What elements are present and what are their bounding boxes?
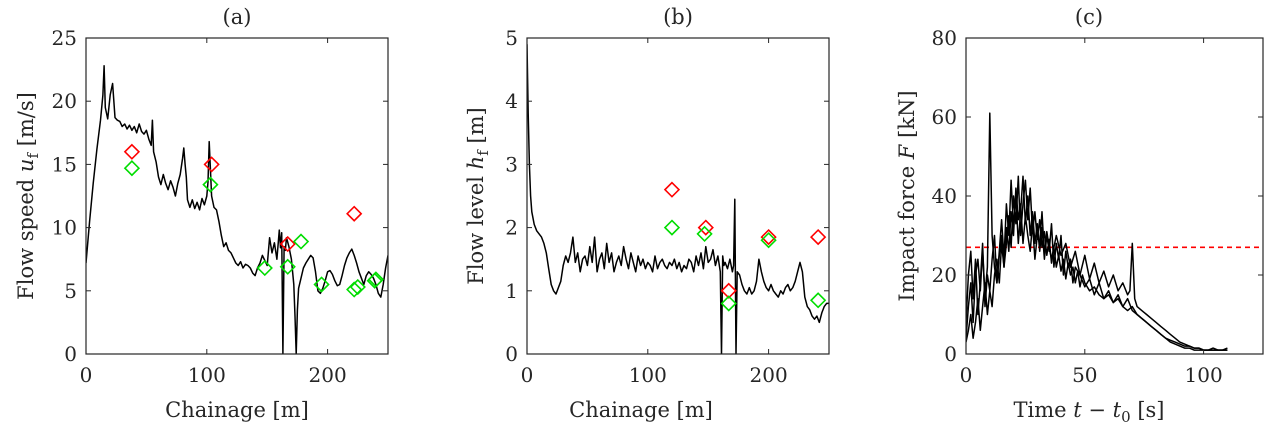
x-tick-label: 100 <box>629 363 667 387</box>
diamond-marker <box>292 233 310 250</box>
panel-title: (a) <box>223 5 252 29</box>
y-tick-label: 2 <box>505 216 518 240</box>
y-axis-label-main: Impact force <box>895 159 919 301</box>
y-axis-label-unit: [m/s] <box>14 92 38 153</box>
series-line <box>966 187 1228 351</box>
y-tick-label: 20 <box>52 89 77 113</box>
y-tick-label: 20 <box>932 263 957 287</box>
x-tick-label: 100 <box>1185 363 1223 387</box>
y-axis-label-symbol: h <box>464 156 488 170</box>
x-axis-label-main: Time <box>1014 398 1074 422</box>
diamond-marker <box>697 219 714 236</box>
y-tick-label: 80 <box>932 26 957 50</box>
diamond-marker <box>123 143 141 160</box>
y-axis-label-unit: [kN] <box>895 90 919 144</box>
panel-title: (b) <box>663 5 693 29</box>
panel-a: (a) 0 100 200 0 5 10 15 20 25 Chainage [m] Flow … <box>14 5 389 422</box>
y-axis-label-subscript: f <box>474 149 492 156</box>
y-tick-label: 0 <box>944 342 957 366</box>
y-axis-label-main: Flow level <box>464 169 488 284</box>
x-tick-label: 0 <box>80 363 93 387</box>
y-tick-label: 40 <box>932 184 957 208</box>
y-axis-label-symbol: u <box>14 159 38 173</box>
y-axis-label-unit: [m] <box>464 107 488 150</box>
diamond-marker <box>123 160 141 177</box>
y-tick-label: 3 <box>505 152 518 176</box>
x-axis-label: Time t − t0 [s] <box>1014 398 1165 426</box>
y-axis-label-subscript: f <box>24 152 42 159</box>
diamond-marker <box>809 228 827 246</box>
x-axis-label-operator: − <box>1082 398 1113 422</box>
y-axis-label: Flow level hf [m] <box>464 107 492 285</box>
diamond-marker <box>279 258 296 275</box>
series-group <box>966 112 1228 351</box>
diamond-marker <box>663 219 681 236</box>
y-tick-label: 60 <box>932 105 957 129</box>
y-tick-label: 15 <box>52 152 77 176</box>
diamond-marker <box>346 281 363 298</box>
diamond-marker <box>696 225 713 243</box>
diamond-marker <box>760 228 777 246</box>
x-tick-label: 200 <box>309 363 347 387</box>
diamond-marker <box>202 176 219 193</box>
series-line <box>86 65 388 354</box>
y-axis-label-symbol: F <box>895 143 919 160</box>
plot-area: 0 50 100 0 20 40 60 80 <box>932 26 1264 387</box>
diamond-marker <box>760 232 777 249</box>
plot-area: 0 100 200 0 1 2 3 4 5 <box>505 26 830 387</box>
y-tick-label: 0 <box>505 342 518 366</box>
y-axis-label: Impact force F [kN] <box>895 90 919 301</box>
panel-b: (b) 0 100 200 0 1 2 3 4 5 Chainage [m] Flow leve… <box>464 5 830 422</box>
y-tick-label: 0 <box>64 342 77 366</box>
x-axis-label: Chainage [m] <box>569 398 713 422</box>
series-line <box>966 175 1228 351</box>
diamond-marker <box>313 276 330 293</box>
x-tick-label: 50 <box>1072 363 1097 387</box>
plot-area: 0 100 200 0 5 10 15 20 25 <box>52 26 389 387</box>
diamond-marker <box>720 295 737 312</box>
x-axis-label-subscript: 0 <box>1121 408 1131 426</box>
diamond-marker <box>346 205 363 222</box>
y-tick-label: 5 <box>64 279 77 303</box>
x-axis-label: Chainage [m] <box>165 398 309 422</box>
x-axis-label-symbol-2: t <box>1113 398 1122 422</box>
y-tick-label: 10 <box>52 216 77 240</box>
series-line <box>527 44 829 354</box>
diamond-marker <box>203 156 220 173</box>
axes-frame <box>526 37 830 355</box>
y-tick-label: 25 <box>52 26 77 50</box>
x-tick-label: 0 <box>521 363 534 387</box>
y-tick-label: 1 <box>505 279 518 303</box>
series-group <box>86 65 388 354</box>
x-axis-label-unit: [s] <box>1131 398 1165 422</box>
diamond-marker <box>256 259 273 277</box>
x-tick-label: 0 <box>960 363 973 387</box>
y-tick-label: 4 <box>505 89 518 113</box>
series-group <box>527 44 829 354</box>
x-axis-label-symbol: t <box>1073 398 1082 422</box>
diamond-marker <box>367 271 385 288</box>
diamond-marker <box>279 235 296 253</box>
diamond-marker <box>809 292 827 309</box>
y-tick-label: 5 <box>505 26 518 50</box>
diamond-marker <box>663 181 681 198</box>
panel-title: (c) <box>1075 5 1103 29</box>
diamond-marker <box>349 278 366 296</box>
y-axis-label: Flow speed uf [m/s] <box>14 92 42 300</box>
x-tick-label: 200 <box>750 363 788 387</box>
axes-frame <box>85 37 389 355</box>
y-axis-label-main: Flow speed <box>14 172 38 300</box>
x-tick-label: 100 <box>188 363 226 387</box>
diamond-marker <box>720 282 737 299</box>
